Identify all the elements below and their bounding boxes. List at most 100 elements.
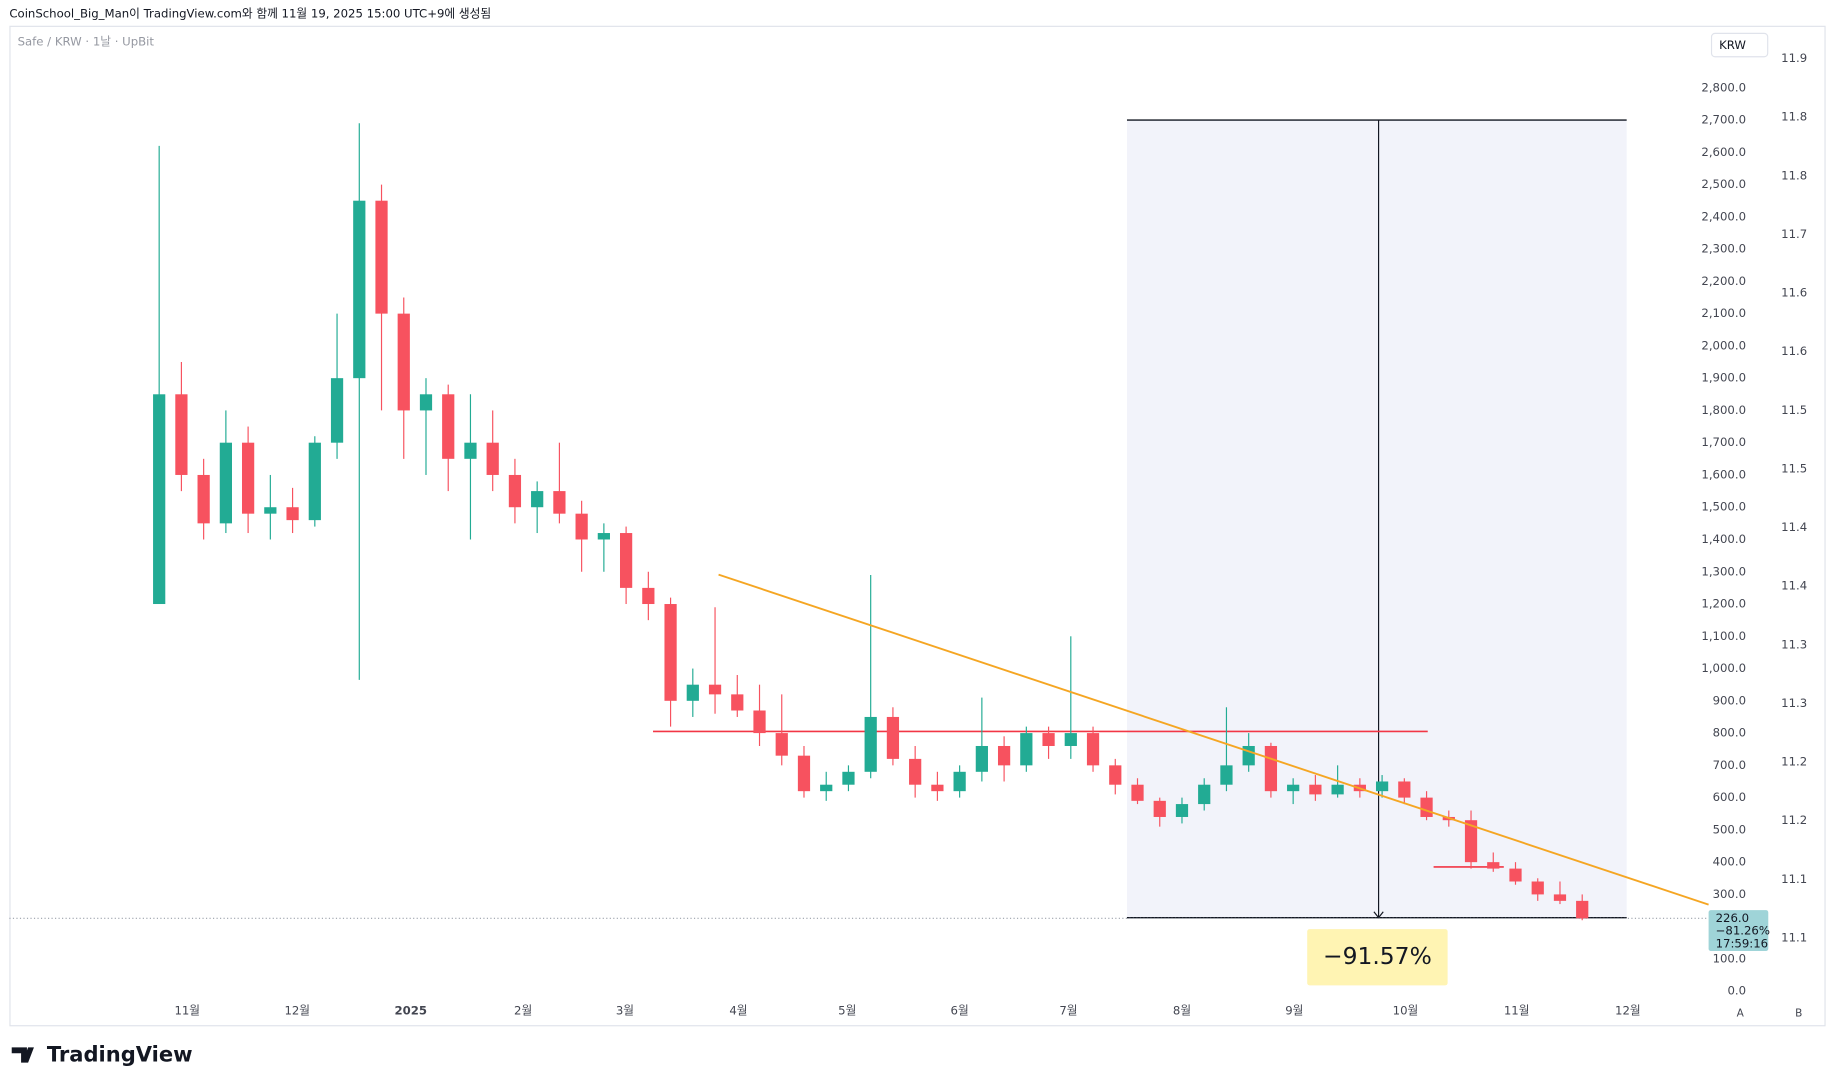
y2-tick-label: 11.4 (1781, 579, 1807, 593)
candle-body (1576, 900, 1589, 919)
y2-tick-label: 11.2 (1781, 755, 1807, 769)
candle-body (1287, 784, 1300, 792)
x-tick-label: 4월 (729, 1004, 747, 1018)
y-tick-label: 1,400.0 (1701, 532, 1746, 546)
candle-body (1375, 781, 1389, 792)
candle-body (1064, 733, 1077, 746)
candle-body (642, 587, 655, 605)
y-tick-label: 2,600.0 (1701, 145, 1746, 159)
candle-body (175, 394, 188, 475)
x-tick-label: 10월 (1393, 1004, 1419, 1018)
x-tick-label: 6월 (951, 1004, 969, 1018)
brand-logo: TradingView (11, 1042, 193, 1067)
y-tick-label: 300.0 (1713, 887, 1746, 901)
y-tick-label: 1,300.0 (1701, 564, 1746, 578)
candle-body (775, 733, 788, 756)
y-tick-label: 500.0 (1713, 822, 1746, 836)
y-tick-label: 1,900.0 (1701, 371, 1746, 385)
candle-body (1198, 784, 1211, 805)
credit: CoinSchool_Big_Man이 TradingView.com와 함께 … (9, 7, 491, 21)
y2-tick-label: 11.6 (1781, 286, 1807, 300)
y-tick-label: 100.0 (1713, 951, 1746, 965)
y-tick-label: 900.0 (1713, 693, 1746, 707)
x-tick-label: 2025 (395, 1004, 428, 1018)
y2-tick-label: 11.3 (1781, 637, 1807, 651)
candle-body (1553, 894, 1567, 901)
measure-label-box (1307, 929, 1448, 986)
y2-tick-label: 11.3 (1781, 696, 1807, 710)
plot (9, 119, 1707, 921)
candle-body (1042, 733, 1055, 746)
x-tick-label: 7월 (1059, 1004, 1077, 1018)
y2-tick-label: 11.1 (1781, 872, 1807, 886)
candle-body (442, 394, 455, 459)
last-price-box (1708, 910, 1769, 952)
x-tick-label: 8월 (1173, 1004, 1191, 1018)
candle-body (1220, 765, 1233, 785)
candle-body (619, 533, 633, 588)
scale-button[interactable]: B (1795, 1007, 1802, 1019)
candle-body (1020, 733, 1033, 766)
measure-label: −91.57% (1323, 942, 1432, 970)
candle-body (553, 491, 566, 514)
last-price: 226.0 (1716, 911, 1749, 925)
y-tick-label: 1,600.0 (1701, 467, 1746, 481)
y2-tick-label: 11.1 (1781, 930, 1807, 944)
currency-box[interactable] (1710, 32, 1769, 58)
candle-body (575, 513, 588, 540)
scale-button[interactable]: A (1737, 1007, 1745, 1019)
y2-tick-label: 11.4 (1781, 520, 1807, 534)
y-tick-label: 2,500.0 (1701, 177, 1746, 191)
y2-tick-label: 11.7 (1781, 227, 1807, 241)
x-tick-label: 11월 (1504, 1004, 1530, 1018)
y-tick-label: 1,500.0 (1701, 500, 1746, 514)
candle-body (664, 604, 677, 701)
candle-body (508, 474, 522, 508)
candle-body (686, 684, 699, 701)
candle-body (842, 771, 855, 785)
candle-body (1487, 862, 1500, 869)
candle-body (1264, 745, 1278, 792)
y-tick-label: 1,100.0 (1701, 629, 1746, 643)
candle-body (1531, 881, 1544, 895)
candle-body (731, 694, 744, 711)
candle-body (375, 200, 388, 314)
candle-body (1464, 820, 1478, 863)
candle-body (286, 507, 299, 521)
candle-body (486, 442, 499, 475)
y-tick-label: 400.0 (1713, 855, 1746, 869)
x-tick-label: 11월 (174, 1004, 200, 1018)
candle-body (197, 474, 210, 524)
candle-body (1509, 868, 1522, 882)
candle-body (909, 758, 922, 785)
candle-body (931, 784, 944, 792)
currency[interactable]: KRW (1719, 38, 1746, 52)
y2-tick-label: 11.8 (1781, 110, 1807, 124)
brand: TradingView (47, 1042, 193, 1067)
candle-body (531, 491, 544, 508)
candle-body (264, 507, 277, 514)
candle-body (797, 755, 811, 792)
y2-tick-label: 11.6 (1781, 344, 1807, 358)
y2-tick-label: 11.5 (1781, 461, 1807, 475)
y2-tick-label: 11.2 (1781, 813, 1807, 827)
x-tick-label: 12월 (284, 1004, 310, 1018)
candle-body (241, 442, 255, 514)
y-tick-label: 2,000.0 (1701, 338, 1746, 352)
last-price-change: −81.26% (1716, 924, 1770, 938)
y2-tick-label: 11.8 (1781, 168, 1807, 182)
y-tick-label: 2,400.0 (1701, 209, 1746, 223)
y-tick-label: 1,700.0 (1701, 435, 1746, 449)
candle-body (1175, 804, 1189, 817)
y-tick-label: 600.0 (1713, 790, 1746, 804)
candle-body (597, 533, 610, 540)
y2-tick-label: 11.5 (1781, 403, 1807, 417)
candle-body (1153, 800, 1166, 817)
y2-tick-label: 11.9 (1781, 51, 1807, 65)
x-tick-label: 3월 (616, 1004, 634, 1018)
candle-body (1309, 784, 1322, 795)
candle-body (1086, 733, 1100, 766)
candle-body (1398, 781, 1411, 798)
candle-body (975, 745, 988, 772)
y-tick-label: 2,700.0 (1701, 113, 1746, 127)
